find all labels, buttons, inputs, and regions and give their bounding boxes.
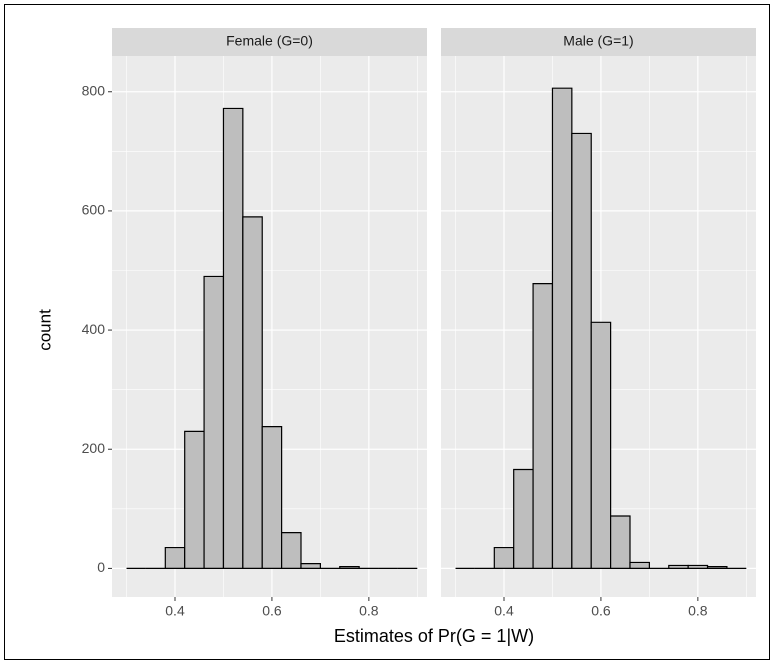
histogram-bar: [164, 546, 186, 570]
histogram-bar: [590, 321, 612, 570]
histogram-bar: [610, 515, 631, 570]
y-tick-label: 400: [82, 321, 106, 337]
x-tick-label: 0.8: [688, 603, 708, 619]
y-tick-label: 0: [97, 559, 105, 575]
histogram-bar: [203, 275, 225, 570]
histogram-bar: [261, 425, 283, 570]
strip-label: Male (G=1): [563, 33, 633, 49]
y-tick-label: 600: [82, 202, 106, 218]
histogram-bar: [629, 561, 650, 570]
histogram-bar: [222, 107, 244, 570]
y-tick-label: 800: [82, 82, 106, 98]
strip-background: [441, 28, 756, 56]
histogram-bar: [687, 564, 709, 570]
histogram-bar: [706, 566, 728, 570]
histogram-bar: [571, 132, 592, 570]
histogram-bar: [513, 468, 534, 570]
histogram-bar: [184, 430, 205, 570]
y-tick-label: 200: [82, 440, 106, 456]
strip-background: [112, 28, 427, 56]
x-tick-label: 0.4: [165, 603, 185, 619]
histogram-bar: [300, 563, 321, 570]
x-tick-label: 0.6: [262, 603, 282, 619]
x-tick-label: 0.8: [359, 603, 379, 619]
x-tick-label: 0.6: [591, 603, 611, 619]
strip-label: Female (G=0): [226, 33, 313, 49]
histogram-bar: [281, 532, 302, 570]
histogram-bar: [493, 546, 515, 570]
x-tick-label: 0.4: [494, 603, 514, 619]
histogram-bar: [242, 216, 263, 570]
y-axis-title: count: [35, 309, 54, 351]
histogram-bar: [532, 283, 554, 570]
histogram-bar: [668, 564, 689, 570]
histogram-bar: [339, 566, 360, 570]
x-axis-title: Estimates of Pr(G = 1|W): [334, 626, 534, 646]
histogram-bar: [551, 87, 573, 570]
